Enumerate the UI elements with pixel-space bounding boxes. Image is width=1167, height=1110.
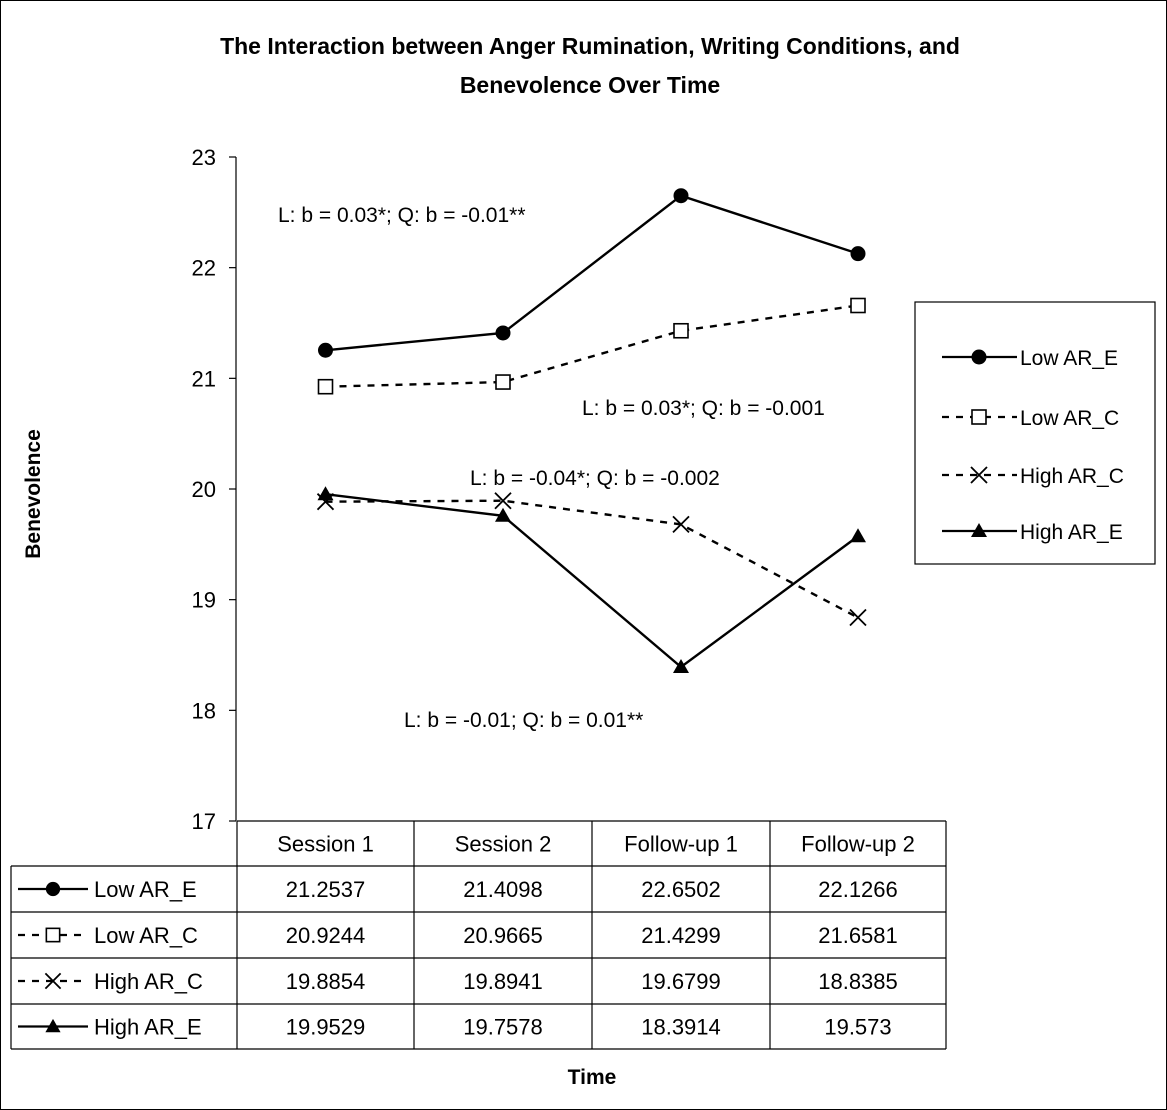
table-value-cell: 22.6502 [641, 877, 721, 902]
plot-series [316, 188, 867, 674]
series-point [495, 507, 511, 522]
table-header-cell: Follow-up 1 [624, 832, 738, 857]
table-key-marker [44, 972, 62, 990]
table-value-cell: 21.4299 [641, 923, 721, 948]
chart-title-line-1: The Interaction between Anger Rumination… [220, 33, 960, 59]
table-value-cell: 20.9665 [463, 923, 543, 948]
table-row-label: Low AR_C [94, 923, 198, 948]
table-header-cell: Session 2 [455, 832, 552, 857]
table-value-cell: 21.6581 [818, 923, 898, 948]
series-point [494, 492, 512, 510]
y-tick-label: 17 [192, 809, 216, 834]
legend-entry-label: Low AR_C [1020, 407, 1119, 430]
table-value-cell: 19.6799 [641, 969, 721, 994]
series-point [317, 378, 334, 395]
y-tick-label: 20 [192, 477, 216, 502]
series-point [850, 297, 866, 314]
series-point [850, 246, 866, 262]
series-point [673, 659, 689, 674]
series-point [317, 486, 334, 501]
y-tick-label: 19 [192, 588, 216, 613]
table-value-cell: 19.8941 [463, 969, 543, 994]
regression-annotation: L: b = 0.03*; Q: b = -0.001 [582, 397, 825, 420]
x-axis-label: Time [568, 1066, 617, 1089]
table-value-cell: 19.573 [824, 1015, 891, 1040]
series-point [673, 188, 689, 204]
table-value-cell: 21.2537 [286, 877, 366, 902]
legend-box [914, 301, 1156, 565]
y-tick-label: 22 [192, 256, 216, 281]
regression-annotation: L: b = -0.01; Q: b = 0.01** [404, 709, 643, 732]
data-table: Session 1 Session 2 Follow-up 1 Follow-up 2… [10, 820, 947, 1050]
table-key-marker [45, 1018, 61, 1033]
series-point [495, 325, 511, 341]
y-axis-label: Benevolence [22, 429, 45, 559]
y-tick-label: 23 [192, 145, 216, 170]
annotations: L: b = 0.03*; Q: b = -0.01** L: b = 0.03*… [278, 204, 825, 732]
series-line [325, 499, 859, 619]
legend-entry-label: High AR_E [1020, 521, 1123, 544]
chart-title-line-2: Benevolence Over Time [460, 72, 720, 98]
y-tick-label: 18 [192, 698, 216, 723]
legend-key-marker [971, 523, 987, 537]
table-row-label: High AR_C [94, 969, 203, 994]
legend-key-marker [971, 409, 987, 425]
table-value-cell: 19.8854 [286, 969, 366, 994]
table-value-cell: 21.4098 [463, 877, 543, 902]
legend-key-marker [970, 466, 988, 484]
series-point [673, 322, 689, 339]
series-point [672, 515, 690, 534]
table-row-label: Low AR_E [94, 877, 197, 902]
y-tick-label: 21 [192, 366, 216, 391]
legend-key-marker [971, 349, 987, 365]
legend-entry-label: High AR_C [1020, 465, 1124, 488]
legend-entry-label: Low AR_E [1020, 347, 1118, 370]
series-line [325, 194, 859, 352]
legend: Low AR_E Low AR_C High AR_C High AR_E [914, 301, 1156, 565]
table-value-cell: 18.3914 [641, 1015, 721, 1040]
table-value-cell: 19.7578 [463, 1015, 543, 1040]
table-value-cell: 18.8385 [818, 969, 898, 994]
table-key-marker [45, 927, 61, 943]
series-point [850, 528, 866, 543]
series-point [849, 608, 867, 627]
series-point [495, 374, 511, 390]
table-header-cell: Session 1 [277, 832, 374, 857]
table-value-cell: 20.9244 [286, 923, 366, 948]
regression-annotation: L: b = 0.03*; Q: b = -0.01** [278, 204, 526, 227]
series-point [318, 342, 333, 358]
table-value-cell: 19.9529 [286, 1015, 366, 1040]
series-line [325, 493, 859, 669]
table-row-label: High AR_E [94, 1015, 202, 1040]
table-value-cell: 22.1266 [818, 877, 898, 902]
table-header-cell: Follow-up 2 [801, 832, 915, 857]
table-key-marker [45, 881, 61, 897]
series-line [325, 304, 859, 388]
y-axis: 17 18 19 20 21 22 23 [192, 145, 237, 834]
regression-annotation: L: b = -0.04*; Q: b = -0.002 [470, 467, 720, 490]
